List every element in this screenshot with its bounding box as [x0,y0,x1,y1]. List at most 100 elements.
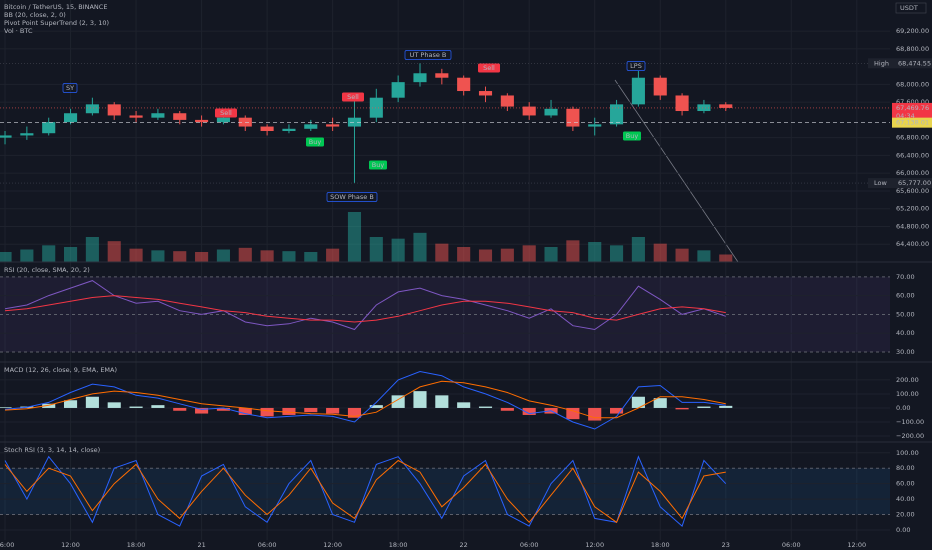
indicator-line [4,295,726,323]
candle-body [457,77,471,92]
histogram-bar [0,407,12,408]
volume-bar [500,248,514,262]
histogram-bar [522,407,536,415]
volume-bar [719,254,733,262]
indicator-legend[interactable]: Vol · BTC [4,27,33,35]
volume-bar [238,247,252,262]
volume-bar [544,247,558,262]
histogram-bar [610,407,624,414]
y-tick-label: 50.00 [896,310,915,318]
volume-bar [610,245,624,262]
annotation: SY [66,84,74,92]
annotation: Buy [309,138,322,146]
indicator-line [4,280,726,331]
candle-body [653,77,667,96]
x-tick-label: 18:00 [127,541,146,549]
annotation-box [626,61,646,71]
price-label: 67,138.01 [896,119,929,127]
x-tick-label: 22 [460,541,468,549]
histogram-bar [435,395,449,408]
y-tick-label: 67,600.00 [896,98,929,106]
histogram-bar [675,407,689,410]
indicator-line [4,459,726,524]
histogram-bar [326,407,340,414]
x-tick-label: 12:00 [585,541,604,549]
candle-body [391,82,405,98]
histogram-bar [391,395,405,408]
candle-body [0,135,12,138]
candle-body [216,117,230,123]
pane-title[interactable]: Stoch RSI (3, 3, 14, 14, close) [4,446,100,454]
volume-bar [173,251,187,262]
volume-bar [631,237,645,262]
y-tick-label: 80.00 [896,464,915,472]
annotation: Sell [220,109,232,117]
candle-body [478,91,493,96]
y-tick-label: 20.00 [896,511,915,519]
candle-body [195,119,209,123]
annotation: LPS [630,62,642,70]
histogram-bar [566,407,580,420]
x-tick-label: 23 [722,541,730,549]
y-tick-label: 64,800.00 [896,222,929,230]
histogram-bar [304,407,318,413]
y-tick-label: 70.00 [896,273,915,281]
currency[interactable]: USDT [900,4,918,12]
y-tick-label: 65,200.00 [896,205,929,213]
annotation: SOW Phase B [330,193,374,201]
volume-bar [129,248,143,262]
volume-bar [478,249,493,262]
y-tick-label: 68,800.00 [896,45,929,53]
indicator-line [4,455,727,527]
histogram-bar [653,398,667,408]
candle-body [347,117,362,127]
volume-bar [697,250,711,262]
annotation: Sell [483,64,495,72]
histogram-bar [631,396,645,408]
y-tick-label: 100.00 [896,449,919,457]
price-label: 67,469.76 [896,104,929,112]
price-label-name: Low [874,179,887,187]
histogram-bar [347,407,362,418]
y-tick-label: 200.00 [896,376,919,384]
pane-title[interactable]: RSI (20, close, SMA, 20, 2) [4,266,90,274]
histogram-bar [282,407,296,415]
volume-bar [20,249,34,262]
volume-bar [653,243,667,262]
volume-bar [675,248,689,262]
candle-body [173,113,187,120]
y-tick-label: 65,600.00 [896,187,929,195]
indicator-legend[interactable]: Pivot Point SuperTrend (2, 3, 10) [4,19,109,27]
y-tick-label: 60.00 [896,480,915,488]
volume-bar [369,237,383,262]
candle-body [85,104,99,114]
annotation-box [62,83,78,93]
y-tick-label: 66,800.00 [896,134,929,142]
volume-bar [326,248,340,262]
candle-body [129,115,143,118]
histogram-bar [369,405,383,408]
annotation: UT Phase B [410,51,447,59]
candle-body [675,95,689,112]
histogram-bar [478,406,493,408]
indicator-legend[interactable]: BB (20, close, 2, 0) [4,11,66,19]
price-label-box [892,117,932,128]
x-tick-label: 12:00 [323,541,342,549]
histogram-bar [457,402,471,408]
candle-body [719,104,733,108]
x-tick-label: 18:00 [389,541,408,549]
annotation-box [623,131,641,141]
pane-title[interactable]: MACD (12, 26, close, 9, EMA, EMA) [4,366,117,374]
histogram-bar [697,406,711,408]
volume-bar [304,252,318,262]
volume-bar [195,252,209,262]
y-tick-label: 64,400.00 [896,240,929,248]
annotation-box [478,63,500,73]
stoch-band [0,468,890,515]
histogram-bar [63,400,78,408]
candle-body [238,117,252,127]
candle-body [631,77,645,105]
x-tick-label: 12:00 [61,541,80,549]
volume-bar [63,247,78,262]
